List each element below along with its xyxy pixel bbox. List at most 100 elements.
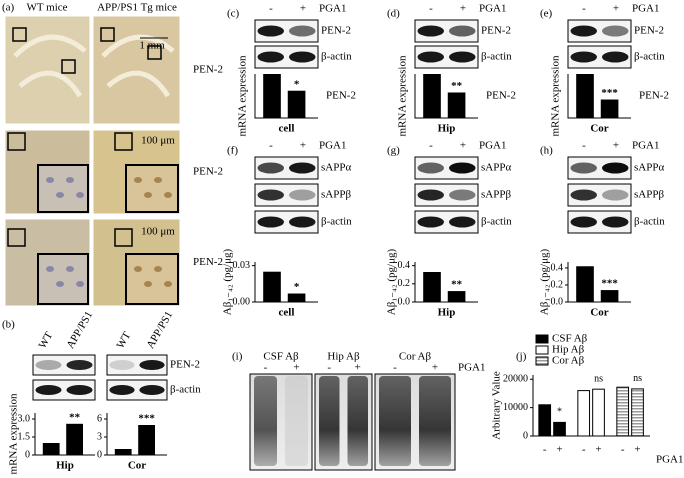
y-tick-label: 0.2 <box>398 278 411 289</box>
treatment-label: + <box>293 362 299 374</box>
group-label: CSF Aβ <box>263 351 299 363</box>
axis <box>106 413 167 456</box>
roi-box <box>12 27 27 42</box>
panel-label: (h) <box>540 145 553 157</box>
significance: ** <box>69 411 81 423</box>
cell <box>144 192 152 198</box>
y-tick-label: 20000 <box>503 374 528 385</box>
cell <box>66 177 74 183</box>
treatment-label: - <box>582 3 586 15</box>
y-tick-label: 3 <box>97 431 102 442</box>
band <box>66 385 93 395</box>
blot-label: PEN-2 <box>481 25 511 37</box>
gel-lane <box>419 376 451 466</box>
agent-label: PGA1 <box>319 3 347 15</box>
treatment-label: + <box>613 140 619 152</box>
panel-label: (d) <box>387 8 400 20</box>
band <box>35 385 62 395</box>
blot-label: β-actin <box>321 216 352 228</box>
row-label: PEN-2 <box>193 256 223 268</box>
roi-box <box>147 45 162 60</box>
roi-box <box>100 27 115 42</box>
scale-bar-label: 100 μm <box>141 135 175 147</box>
significance: *** <box>138 413 155 425</box>
row-label: PEN-2 <box>193 64 223 76</box>
blot-label: β-actin <box>481 216 512 228</box>
cell <box>154 177 162 183</box>
significance: ** <box>451 80 463 92</box>
treatment-label: + <box>613 3 619 15</box>
bar <box>287 293 306 302</box>
band <box>109 360 135 370</box>
y-tick-label: 0 <box>25 449 30 460</box>
cell <box>46 177 54 183</box>
band <box>417 51 444 63</box>
cell <box>56 281 64 287</box>
significance: ** <box>451 279 463 291</box>
legend-swatch <box>535 356 549 366</box>
roi-box <box>7 228 26 247</box>
significance: * <box>294 281 300 293</box>
bar <box>447 92 466 118</box>
x-tick-label: + <box>634 444 640 456</box>
y-tick-label: 6 <box>97 413 102 424</box>
band <box>35 360 62 370</box>
column-title: WT mice <box>26 2 67 14</box>
roi-box <box>114 228 133 247</box>
blot-label: PEN-2 <box>321 25 351 37</box>
cell <box>76 192 84 198</box>
treatment-label: - <box>264 362 268 374</box>
gel-lane <box>254 376 277 466</box>
band <box>257 216 284 228</box>
significance: *** <box>601 278 618 290</box>
bar <box>592 388 605 437</box>
y-tick-label: 0.0 <box>551 296 564 307</box>
bar <box>66 423 83 455</box>
agent-label: PGA1 <box>458 362 486 374</box>
lane-label: APP/PS1 <box>64 309 95 350</box>
bar <box>42 443 60 455</box>
x-tick-label: - <box>582 444 586 456</box>
bar <box>600 290 619 302</box>
band <box>289 162 316 174</box>
agent-label: PGA1 <box>479 140 507 152</box>
bar <box>576 74 594 118</box>
panel-label: (f) <box>227 145 238 157</box>
y-tick-label: 0 <box>523 430 528 441</box>
y-axis-label: Aβ₁₋₄₂ (pg/μg) <box>222 248 234 315</box>
band <box>449 216 476 228</box>
band <box>257 189 284 201</box>
band <box>257 162 284 174</box>
tissue-contour <box>101 34 175 98</box>
significance: * <box>294 78 300 90</box>
significance: ns <box>633 373 642 384</box>
band <box>257 51 284 63</box>
x-axis-label: PGA1 <box>656 454 684 466</box>
y-axis-label: Arbitrary Value <box>491 371 503 440</box>
band <box>449 51 476 63</box>
treatment-label: - <box>269 140 273 152</box>
band <box>109 385 135 395</box>
panel-label: (e) <box>540 8 553 20</box>
agent-label: PGA1 <box>632 140 660 152</box>
band <box>570 189 597 201</box>
band <box>570 25 597 37</box>
x-axis-label: Cor <box>128 460 146 472</box>
bar <box>538 404 552 437</box>
blot-label: sAPPα <box>321 162 351 174</box>
bar <box>631 388 644 437</box>
legend-swatch <box>535 334 549 344</box>
y-tick-label: 0.4 <box>551 262 564 273</box>
blot-label: PEN-2 <box>634 25 664 37</box>
group-label: Hip Aβ <box>327 351 360 363</box>
x-tick-label: - <box>543 444 547 456</box>
panel-label: (a) <box>2 2 15 14</box>
band <box>449 162 476 174</box>
cell <box>46 266 54 272</box>
column-title: APP/PS1 Tg mice <box>97 2 177 14</box>
band <box>289 25 316 37</box>
row-label: PEN-2 <box>193 166 223 178</box>
legend-swatch <box>535 345 549 355</box>
y-axis-label: Aβ₁₋₄₂ (pg/μg) <box>539 248 551 315</box>
